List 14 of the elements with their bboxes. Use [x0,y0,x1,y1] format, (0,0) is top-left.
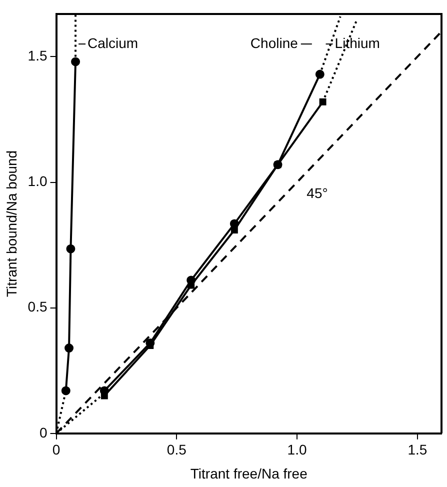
x-tick-label: 0 [52,442,60,458]
text: Choline [250,34,298,51]
y-tick-label: 0.5 [28,298,48,315]
y-axis-title: Titrant bound/Na bound [3,150,20,297]
x-tick-label: 0.5 [166,442,187,458]
y-tick-label: 0 [39,424,48,440]
x-tick-label: 1.0 [287,442,307,458]
x-axis-title: Titrant free/Na free [190,465,308,482]
legend-label: Calcium [88,34,138,51]
x-tick-label: 1.5 [408,442,428,458]
annotation: 45° [306,185,328,202]
y-tick-label: 1.0 [28,173,48,190]
legend-label: Lithium [334,34,380,51]
y-tick-label: 1.5 [28,48,48,64]
